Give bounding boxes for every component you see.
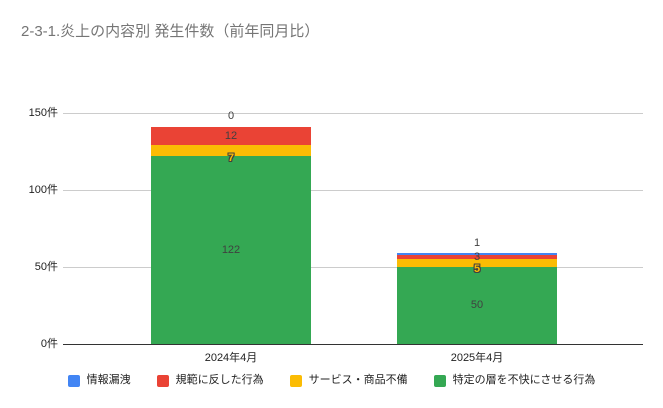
y-axis-label: 50件 — [34, 261, 58, 273]
legend-swatch — [289, 374, 302, 387]
y-axis-label: 0件 — [40, 338, 58, 350]
x-axis-line — [63, 344, 643, 345]
legend-label: 特定の層を不快にさせる行為 — [452, 374, 596, 386]
legend: 情報漏洩 規範に反した行為 サービス・商品不備 特定の層を不快にさせる行為 — [0, 374, 663, 387]
legend-item[interactable]: 特定の層を不快にさせる行為 — [433, 374, 596, 387]
gridline — [63, 267, 643, 268]
legend-swatch — [67, 374, 80, 387]
bar-segment-2-2[interactable] — [397, 259, 557, 267]
bar-value-label: 5 — [473, 262, 481, 275]
legend-item[interactable]: 規範に反した行為 — [156, 374, 264, 387]
bar-segment-1-1[interactable] — [151, 126, 311, 146]
y-axis-label: 150件 — [28, 107, 58, 119]
bar-value-label: 0 — [227, 110, 235, 123]
gridline — [63, 113, 643, 114]
bar-value-label: 1 — [473, 236, 481, 249]
legend-item[interactable]: サービス・商品不備 — [289, 374, 408, 387]
legend-swatch — [433, 374, 446, 387]
bar-segment-1-3[interactable] — [151, 156, 311, 344]
bar-value-label: 3 — [473, 251, 481, 264]
bar-value-label: 12 — [224, 129, 238, 142]
y-axis-label: 100件 — [28, 184, 58, 196]
bar-value-label: 122 — [221, 243, 241, 256]
bar-value-label: 50 — [470, 299, 484, 311]
gridline — [63, 190, 643, 191]
legend-item[interactable]: 情報漏洩 — [67, 374, 131, 387]
bar-segment-1-2[interactable] — [151, 145, 311, 157]
bar-value-label: 7 — [227, 151, 235, 164]
legend-label: サービス・商品不備 — [308, 374, 408, 386]
bar-segment-2-3[interactable] — [397, 267, 557, 344]
x-axis-label: 2025年4月 — [450, 352, 504, 364]
bar-segment-2-0[interactable] — [397, 253, 557, 255]
chart-title: 2-3-1.炎上の内容別 発生件数（前年同月比） — [21, 23, 320, 40]
x-axis-label: 2024年4月 — [204, 352, 258, 364]
legend-label: 規範に反した行為 — [175, 374, 264, 386]
legend-swatch — [156, 374, 169, 387]
legend-label: 情報漏洩 — [86, 374, 131, 386]
bar-segment-2-1[interactable] — [397, 254, 557, 260]
